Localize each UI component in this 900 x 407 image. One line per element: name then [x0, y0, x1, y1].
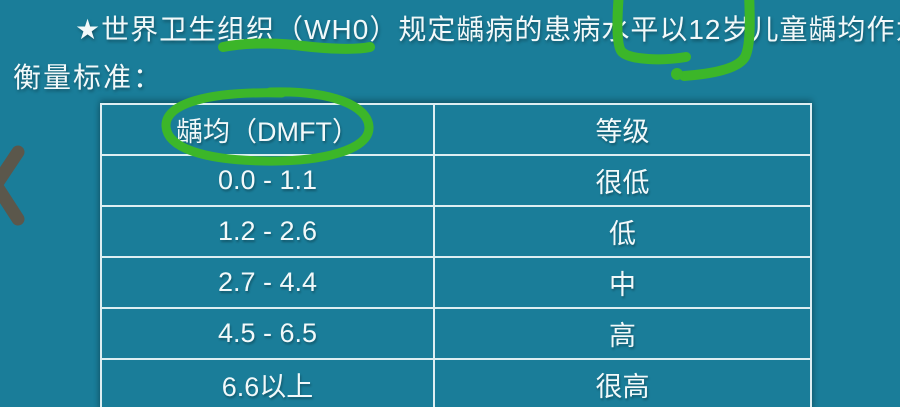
table-cell-level: 很低 [433, 154, 812, 207]
table-header-level: 等级 [433, 103, 812, 156]
circle-12yo-annotation-dot [671, 68, 683, 80]
table-row: 0.0 - 1.1 很低 [100, 154, 812, 207]
slide-title-line2: 衡量标准： [13, 62, 164, 93]
table-cell-level: 低 [433, 205, 812, 258]
table-cell-level: 中 [433, 256, 812, 309]
table-row: 4.5 - 6.5 高 [100, 307, 812, 360]
table-cell-range: 1.2 - 2.6 [100, 205, 435, 258]
dmft-level-table: 龋均（DMFT） 等级 0.0 - 1.1 很低 1.2 - 2.6 低 2.7… [100, 103, 812, 407]
table-cell-range: 4.5 - 6.5 [100, 307, 435, 360]
slide-title-line1: ★世界卫生组织（WH0）规定龋病的患病水平以12岁儿童龋均作为 [75, 14, 900, 45]
table-row: 2.7 - 4.4 中 [100, 256, 812, 309]
back-chevron-icon[interactable] [0, 130, 40, 240]
table-header-row: 龋均（DMFT） 等级 [100, 103, 812, 156]
table-row: 6.6以上 很高 [100, 358, 812, 407]
table-header-dmft: 龋均（DMFT） [100, 103, 435, 156]
table-cell-range: 2.7 - 4.4 [100, 256, 435, 309]
table-row: 1.2 - 2.6 低 [100, 205, 812, 258]
table-cell-level: 很高 [433, 358, 812, 407]
table-cell-level: 高 [433, 307, 812, 360]
table-cell-range: 6.6以上 [100, 358, 435, 407]
table-cell-range: 0.0 - 1.1 [100, 154, 435, 207]
